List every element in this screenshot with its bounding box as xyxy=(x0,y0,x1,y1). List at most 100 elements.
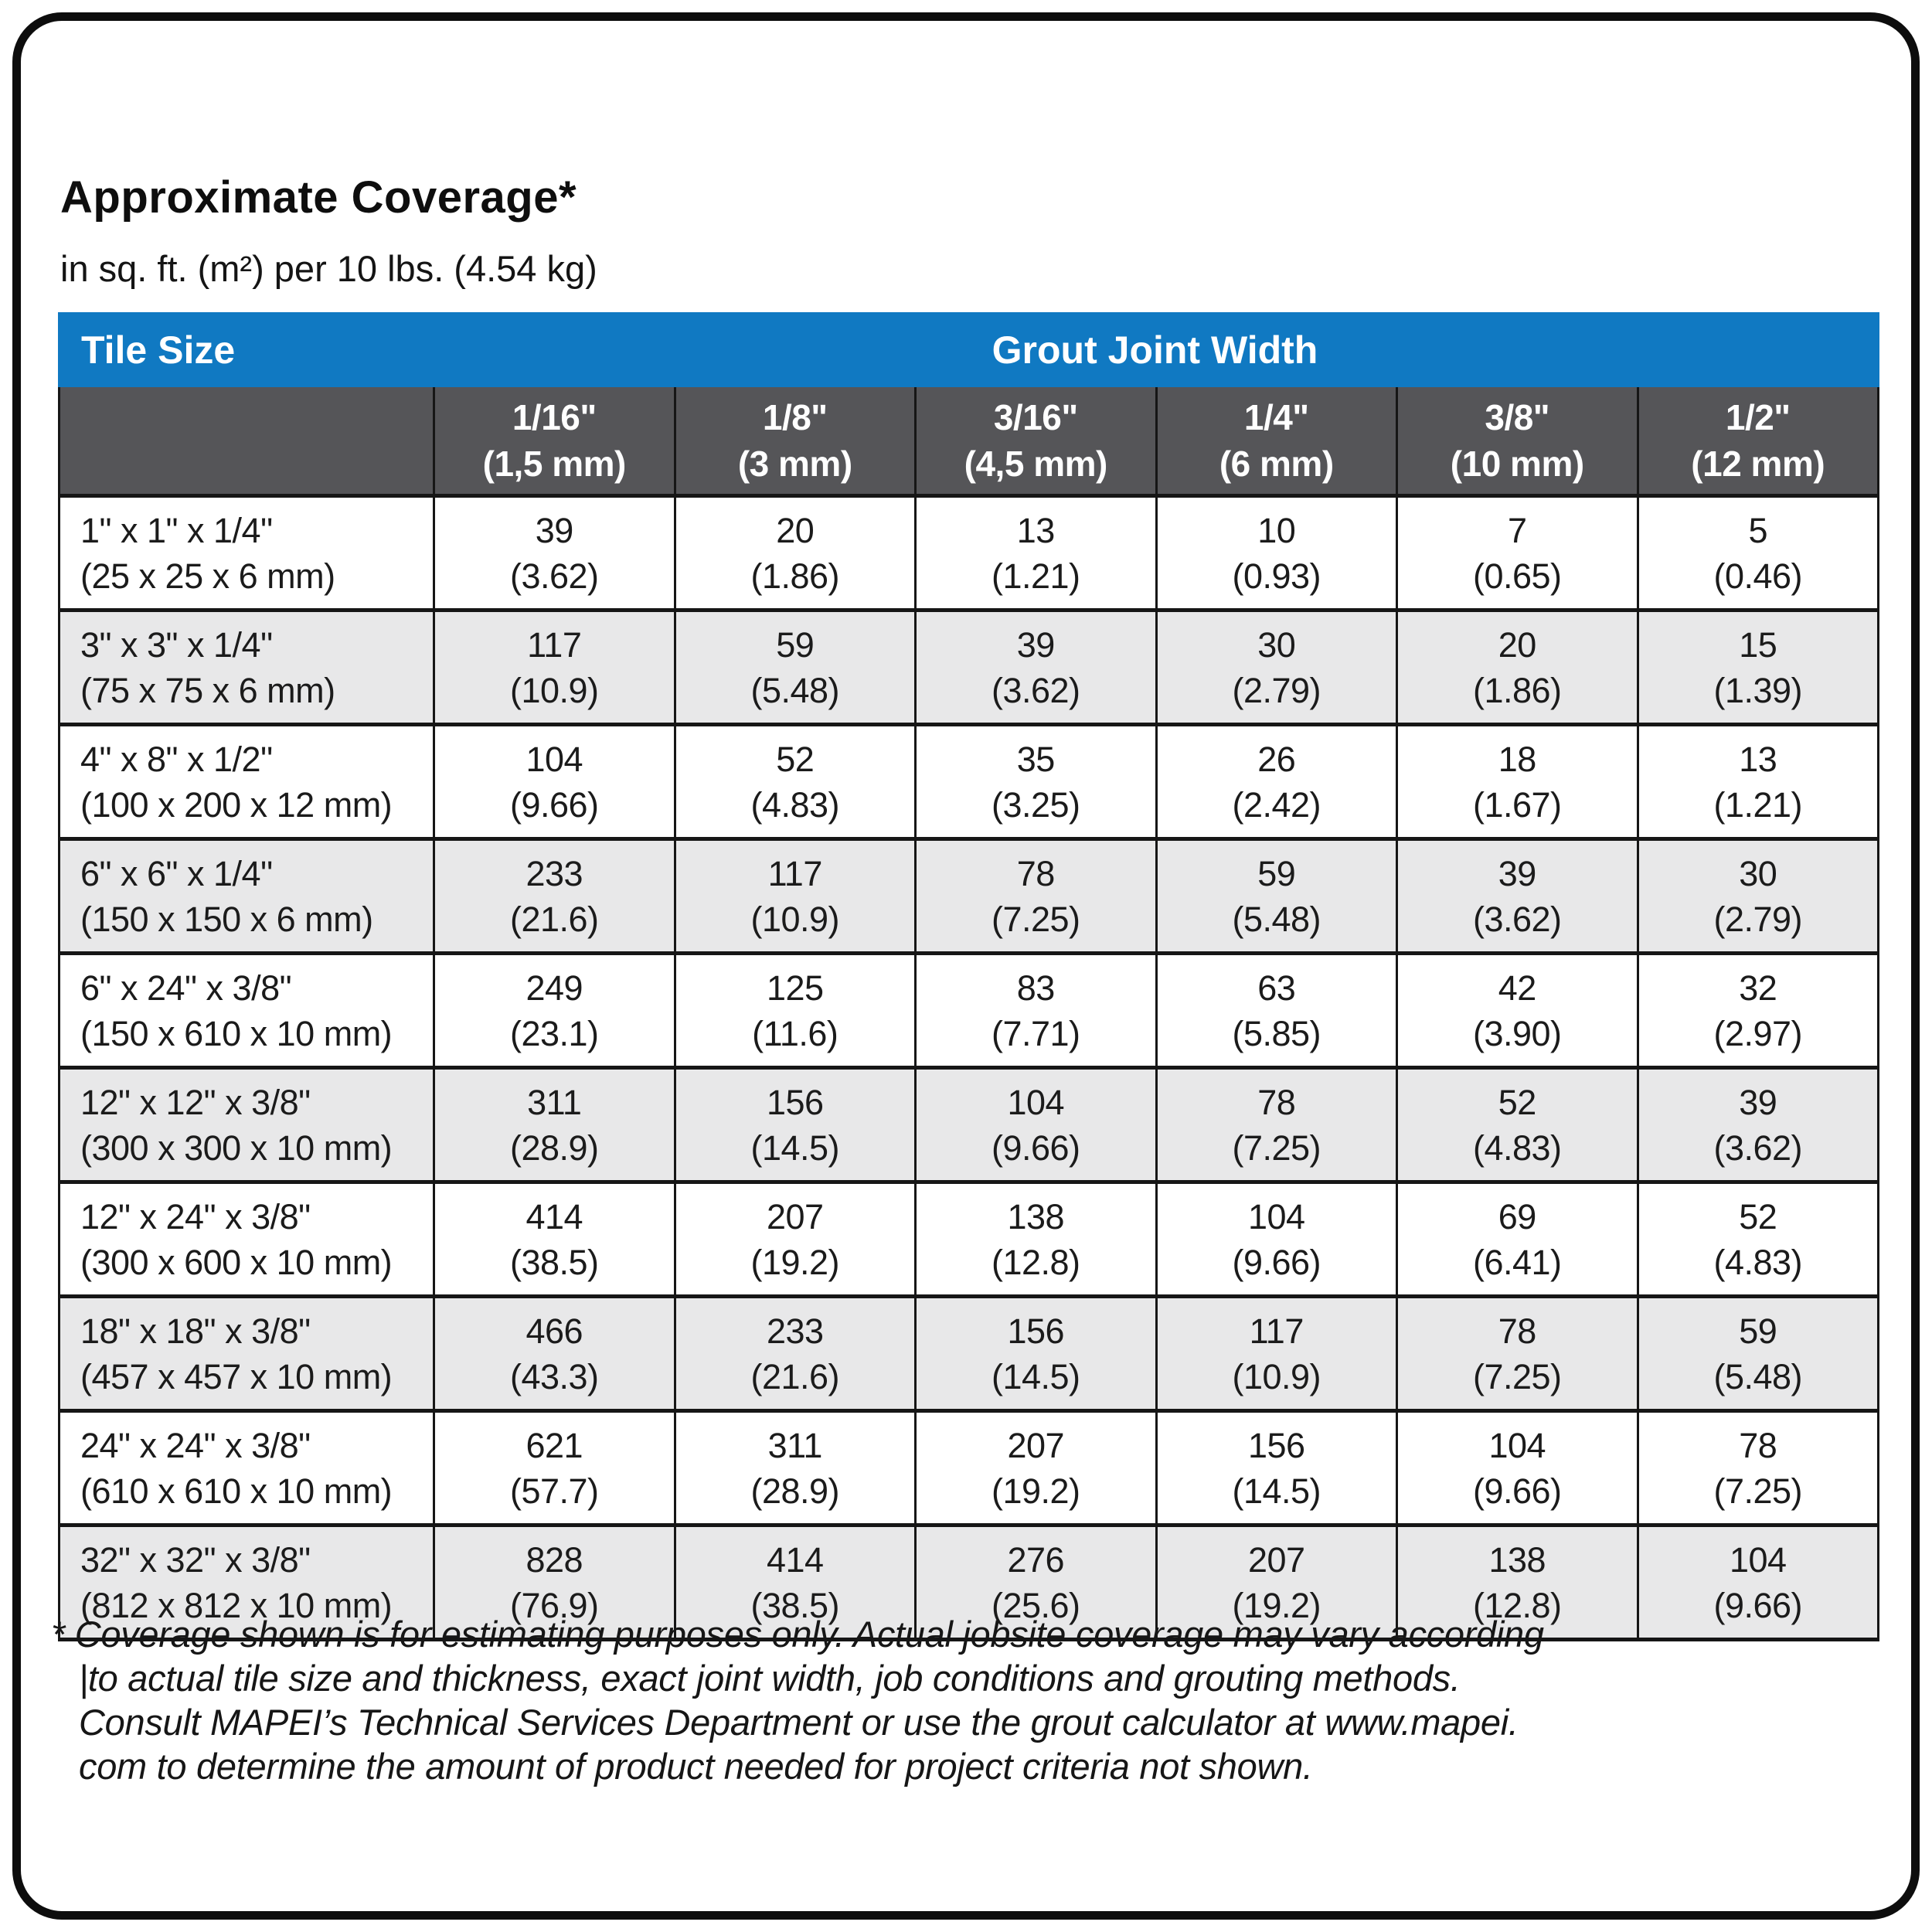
coverage-cell: 59 (5.48) xyxy=(673,612,915,723)
coverage-cell: 104 (9.66) xyxy=(1396,1413,1637,1523)
coverage-cell: 20 (1.86) xyxy=(1396,612,1637,723)
column-size-label: 1/4" xyxy=(1243,397,1309,437)
corner-cell xyxy=(60,387,433,494)
tile-size-label: 24" x 24" x 3/8" xyxy=(80,1425,311,1465)
coverage-cell: 104 (9.66) xyxy=(1155,1184,1396,1294)
coverage-metric: (7.25) xyxy=(991,899,1080,939)
coverage-metric: (76.9) xyxy=(509,1585,599,1625)
coverage-metric: (9.66) xyxy=(509,784,599,825)
coverage-cell: 233 (21.6) xyxy=(673,1298,915,1409)
coverage-metric: (1.21) xyxy=(991,556,1080,596)
coverage-metric: (19.2) xyxy=(1232,1585,1321,1625)
coverage-cell: 828 (76.9) xyxy=(433,1527,674,1638)
coverage-metric: (28.9) xyxy=(750,1471,840,1511)
column-metric-label: (1,5 mm) xyxy=(482,444,627,484)
coverage-metric: (14.5) xyxy=(991,1356,1080,1396)
coverage-value: 18 xyxy=(1498,739,1537,779)
tile-size-cell: 4" x 8" x 1/2" (100 x 200 x 12 mm) xyxy=(60,726,433,837)
column-size-label: 3/8" xyxy=(1485,397,1550,437)
coverage-metric: (3.62) xyxy=(1713,1128,1803,1168)
tile-size-cell: 3" x 3" x 1/4" (75 x 75 x 6 mm) xyxy=(60,612,433,723)
coverage-metric: (1.86) xyxy=(750,556,840,596)
coverage-value: 207 xyxy=(1007,1425,1065,1465)
coverage-value: 39 xyxy=(1498,853,1537,893)
coverage-value: 52 xyxy=(1739,1196,1777,1236)
coverage-metric: (9.66) xyxy=(1713,1585,1803,1625)
column-header-1: 1/8" (3 mm) xyxy=(673,387,915,494)
tile-size-cell: 6" x 6" x 1/4" (150 x 150 x 6 mm) xyxy=(60,841,433,951)
tile-metric-label: (457 x 457 x 10 mm) xyxy=(80,1356,393,1396)
coverage-cell: 466 (43.3) xyxy=(433,1298,674,1409)
coverage-cell: 83 (7.71) xyxy=(914,955,1155,1066)
coverage-cell: 138 (12.8) xyxy=(1396,1527,1637,1638)
coverage-cell: 104 (9.66) xyxy=(914,1070,1155,1180)
coverage-cell: 30 (2.79) xyxy=(1155,612,1396,723)
tile-size-cell: 18" x 18" x 3/8" (457 x 457 x 10 mm) xyxy=(60,1298,433,1409)
coverage-cell: 26 (2.42) xyxy=(1155,726,1396,837)
coverage-metric: (12.8) xyxy=(991,1242,1080,1282)
column-header-3: 1/4" (6 mm) xyxy=(1155,387,1396,494)
coverage-cell: 63 (5.85) xyxy=(1155,955,1396,1066)
tile-size-label: 12" x 12" x 3/8" xyxy=(80,1082,311,1122)
coverage-metric: (3.25) xyxy=(991,784,1080,825)
page-title: Approximate Coverage* xyxy=(60,172,577,223)
coverage-value: 39 xyxy=(1016,624,1056,665)
coverage-cell: 104 (9.66) xyxy=(1636,1527,1878,1638)
table-row: 6" x 6" x 1/4" (150 x 150 x 6 mm) 233 (2… xyxy=(60,837,1877,951)
coverage-metric: (12.8) xyxy=(1472,1585,1562,1625)
coverage-cell: 117 (10.9) xyxy=(433,612,674,723)
coverage-value: 311 xyxy=(767,1425,823,1465)
coverage-cell: 78 (7.25) xyxy=(1155,1070,1396,1180)
coverage-metric: (7.25) xyxy=(1472,1356,1562,1396)
coverage-metric: (1.86) xyxy=(1472,670,1562,710)
coverage-cell: 414 (38.5) xyxy=(433,1184,674,1294)
coverage-value: 26 xyxy=(1257,739,1296,779)
coverage-metric: (2.42) xyxy=(1232,784,1321,825)
coverage-metric: (3.62) xyxy=(509,556,599,596)
coverage-table: Tile Size Grout Joint Width 1/16" (1,5 m… xyxy=(58,312,1879,1641)
coverage-value: 69 xyxy=(1498,1196,1537,1236)
coverage-metric: (9.66) xyxy=(1232,1242,1321,1282)
coverage-cell: 18 (1.67) xyxy=(1396,726,1637,837)
coverage-value: 207 xyxy=(766,1196,824,1236)
coverage-value: 156 xyxy=(766,1082,824,1122)
coverage-metric: (4.83) xyxy=(750,784,840,825)
coverage-metric: (57.7) xyxy=(509,1471,599,1511)
coverage-metric: (9.66) xyxy=(991,1128,1080,1168)
coverage-value: 20 xyxy=(1498,624,1537,665)
tile-size-cell: 32" x 32" x 3/8" (812 x 812 x 10 mm) xyxy=(60,1527,433,1638)
coverage-metric: (3.90) xyxy=(1472,1013,1562,1053)
coverage-value: 35 xyxy=(1016,739,1056,779)
coverage-metric: (3.62) xyxy=(991,670,1080,710)
coverage-metric: (38.5) xyxy=(750,1585,840,1625)
coverage-cell: 39 (3.62) xyxy=(433,498,674,608)
column-metric-label: (3 mm) xyxy=(737,444,852,484)
coverage-metric: (1.39) xyxy=(1713,670,1803,710)
column-size-label: 3/16" xyxy=(993,397,1078,437)
coverage-cell: 52 (4.83) xyxy=(1636,1184,1878,1294)
coverage-cell: 20 (1.86) xyxy=(673,498,915,608)
coverage-value: 63 xyxy=(1257,968,1296,1008)
coverage-cell: 138 (12.8) xyxy=(914,1184,1155,1294)
tile-size-label: 18" x 18" x 3/8" xyxy=(80,1311,311,1351)
column-metric-label: (10 mm) xyxy=(1450,444,1584,484)
coverage-cell: 39 (3.62) xyxy=(1396,841,1637,951)
coverage-value: 30 xyxy=(1257,624,1296,665)
table-body: 1/16" (1,5 mm) 1/8" (3 mm) 3/16" (4,5 mm… xyxy=(58,387,1879,1641)
coverage-value: 83 xyxy=(1016,968,1056,1008)
coverage-value: 10 xyxy=(1257,510,1296,550)
tile-metric-label: (300 x 600 x 10 mm) xyxy=(80,1242,393,1282)
coverage-metric: (3.62) xyxy=(1472,899,1562,939)
coverage-value: 311 xyxy=(527,1082,582,1122)
coverage-cell: 207 (19.2) xyxy=(914,1413,1155,1523)
coverage-metric: (5.48) xyxy=(750,670,840,710)
coverage-metric: (0.93) xyxy=(1232,556,1321,596)
coverage-metric: (19.2) xyxy=(991,1471,1080,1511)
coverage-cell: 69 (6.41) xyxy=(1396,1184,1637,1294)
coverage-value: 828 xyxy=(526,1539,583,1580)
tile-metric-label: (100 x 200 x 12 mm) xyxy=(80,784,393,825)
coverage-value: 30 xyxy=(1739,853,1777,893)
coverage-metric: (0.46) xyxy=(1713,556,1803,596)
coverage-value: 78 xyxy=(1498,1311,1537,1351)
column-header-2: 3/16" (4,5 mm) xyxy=(914,387,1155,494)
